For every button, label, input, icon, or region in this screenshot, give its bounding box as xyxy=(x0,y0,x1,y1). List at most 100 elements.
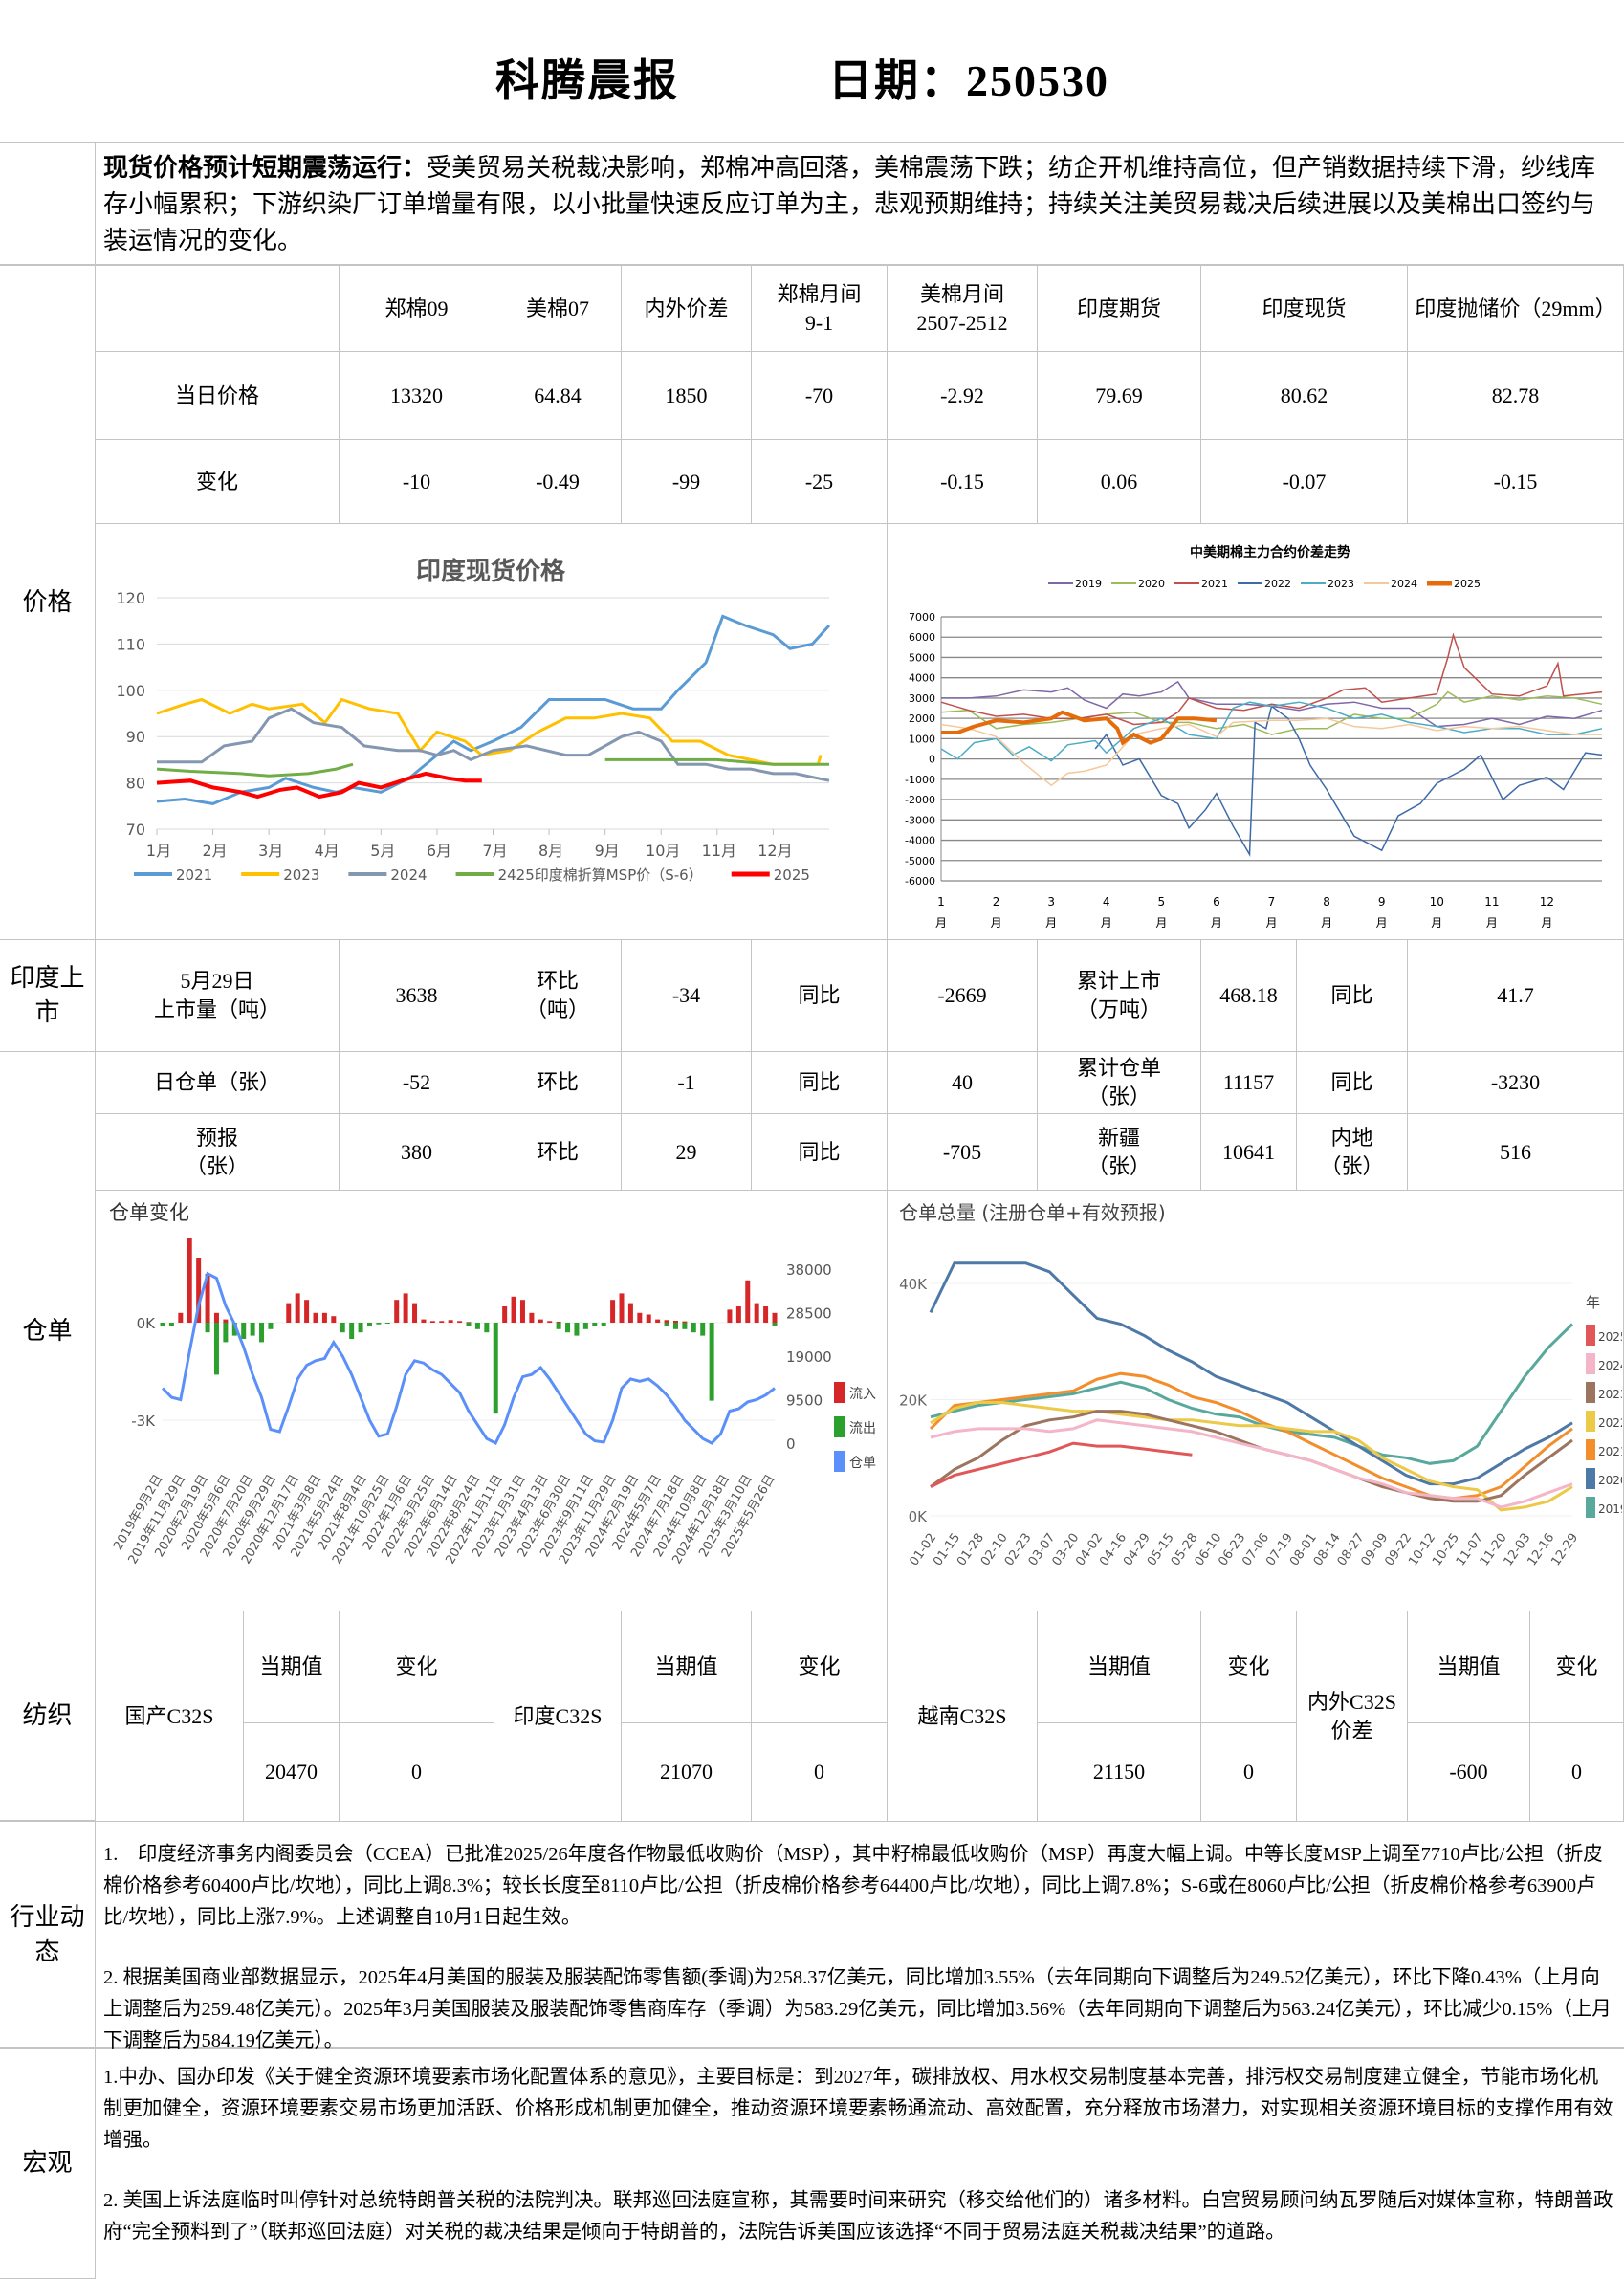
col-zce-calendar: 郑棉月间 9-1 xyxy=(752,266,888,352)
india-spot-price-chart-cell: 印度现货价格 70 80 90 100 110 120 1月 2月 3月 4月 5月 6月 7月 8月 9月 1… xyxy=(96,524,888,940)
legend-swatch xyxy=(1586,1411,1595,1432)
bar-流出 xyxy=(384,1323,390,1325)
legend-label: 2025 xyxy=(1454,578,1481,590)
y-tick-label: 0 xyxy=(929,754,935,766)
price-value: 64.84 xyxy=(494,352,622,440)
y-tick-label: 20K xyxy=(899,1392,928,1410)
bar-流出 xyxy=(556,1323,561,1329)
legend-label: 2425印度棉折算MSP价（S-6） xyxy=(498,866,703,884)
bar-流出 xyxy=(168,1323,174,1326)
bar-流出 xyxy=(772,1323,778,1326)
india-daily-label: 5月29日 上市量（吨） xyxy=(96,940,340,1052)
chart-title: 仓单变化 xyxy=(109,1201,189,1224)
series-line-2020 xyxy=(929,1261,1573,1486)
change-value: -25 xyxy=(752,440,888,524)
yarn-current-label: 当期值 xyxy=(244,1611,340,1723)
y-tick-label: 2000 xyxy=(909,712,935,725)
y-tick-label: 120 xyxy=(116,589,145,607)
change-value: 0.06 xyxy=(1038,440,1201,524)
wh-mom-value: -1 xyxy=(622,1052,752,1114)
bar-流入 xyxy=(412,1303,418,1323)
forecast-mom-value: 29 xyxy=(622,1114,752,1191)
warehouse-total-chart: 仓单总量 (注册仓单+有效预报) 0K 20K 40K 年 2025 2024 2023 202… xyxy=(899,1201,1624,1568)
price-value: 82.78 xyxy=(1408,352,1624,440)
summary-lead: 现货价格预计短期震荡运行： xyxy=(103,154,428,182)
col-ice-07: 美棉07 xyxy=(494,266,622,352)
bar-流出 xyxy=(682,1323,688,1329)
col-india-reserve: 印度抛储价（29mm） xyxy=(1408,266,1624,352)
bar-流入 xyxy=(313,1312,318,1323)
bar-流入 xyxy=(429,1321,435,1323)
legend-label: 2021 xyxy=(176,866,212,884)
change-value: -99 xyxy=(622,440,752,524)
price-value: 13320 xyxy=(340,352,494,440)
change-value: -10 xyxy=(340,440,494,524)
series-line-2023 xyxy=(940,701,1603,762)
bar-流出 xyxy=(366,1323,372,1326)
series-line-2024 xyxy=(157,707,830,782)
right-tick-label: 9500 xyxy=(786,1392,823,1410)
legend-swatch xyxy=(1586,1325,1595,1346)
y-tick-label: 6000 xyxy=(909,631,935,644)
x-tick-label: 7月 xyxy=(482,842,507,860)
yarn-change-label: 变化 xyxy=(1530,1611,1624,1723)
summary: 现货价格预计短期震荡运行：受美贸易关税裁决影响，郑棉冲高回落，美棉震荡下跌；纺企… xyxy=(96,143,1624,266)
bar-流出 xyxy=(709,1323,714,1401)
bar-流入 xyxy=(772,1312,778,1323)
legend-label: 2022 xyxy=(1264,578,1291,590)
bar-流入 xyxy=(619,1293,625,1323)
yarn-current-value: 21070 xyxy=(622,1723,752,1822)
series-line-2020 xyxy=(940,690,1603,735)
series-line-2019 xyxy=(930,1323,1574,1465)
bar-流入 xyxy=(439,1321,445,1323)
yarn-name-spread: 内外C32S 价差 xyxy=(1297,1611,1408,1822)
series-line-仓单 xyxy=(161,1271,776,1446)
legend-title: 年 xyxy=(1586,1294,1600,1311)
change-value: -0.15 xyxy=(1408,440,1624,524)
series-line-2023 xyxy=(156,697,823,766)
legend-label: 2022 xyxy=(1598,1416,1622,1430)
yarn-change-label: 变化 xyxy=(1201,1611,1297,1723)
x-tick-label: 3月 xyxy=(258,842,283,860)
bar-流入 xyxy=(682,1321,688,1323)
bar-流出 xyxy=(672,1323,678,1329)
change-value: -0.49 xyxy=(494,440,622,524)
yarn-change-value: 0 xyxy=(752,1723,888,1822)
bar-流出 xyxy=(493,1323,498,1414)
legend-label: 流出 xyxy=(849,1421,876,1436)
chart-title: 印度现货价格 xyxy=(416,557,566,586)
bar-流入 xyxy=(556,1321,561,1323)
bar-流入 xyxy=(304,1300,310,1323)
bar-流入 xyxy=(187,1238,192,1323)
legend-label: 2020 xyxy=(1138,578,1165,590)
legend-label: 2023 xyxy=(1598,1388,1622,1401)
forecast-mom-label: 环比 xyxy=(494,1114,622,1191)
legend-label: 2021 xyxy=(1201,578,1228,590)
y-tick-label: 4000 xyxy=(909,672,935,685)
series-line-2025 xyxy=(156,771,482,800)
legend-swatch xyxy=(1586,1497,1595,1518)
right-tick-label: 0 xyxy=(786,1435,796,1453)
xinjiang-value: 10641 xyxy=(1201,1114,1297,1191)
series-line-2024 xyxy=(940,717,1602,787)
col-india-spot: 印度现货 xyxy=(1201,266,1408,352)
yarn-current-label: 当期值 xyxy=(622,1611,752,1723)
row-label-price: 当日价格 xyxy=(96,352,340,440)
cn-us-spread-chart: 中美期棉主力合约价差走势 -6000 -5000 -4000 -3000 -2000 -10… xyxy=(905,544,1603,930)
bar-流入 xyxy=(646,1314,651,1323)
right-tick-label: 19000 xyxy=(786,1348,832,1366)
series-line-2025 xyxy=(941,710,1218,746)
series-line-2021 xyxy=(156,614,831,805)
price-value: 1850 xyxy=(622,352,752,440)
macro-item-1: 1.中办、国办印发《关于健全资源环境要素市场化配置体系的意见》，主要目标是：到2… xyxy=(103,2067,1613,2151)
bar-流入 xyxy=(511,1296,516,1323)
bar-流出 xyxy=(268,1323,274,1329)
section-industry: 行业动态 xyxy=(0,1822,96,2049)
bar-流入 xyxy=(196,1258,202,1323)
legend-label: 2019 xyxy=(1075,578,1102,590)
